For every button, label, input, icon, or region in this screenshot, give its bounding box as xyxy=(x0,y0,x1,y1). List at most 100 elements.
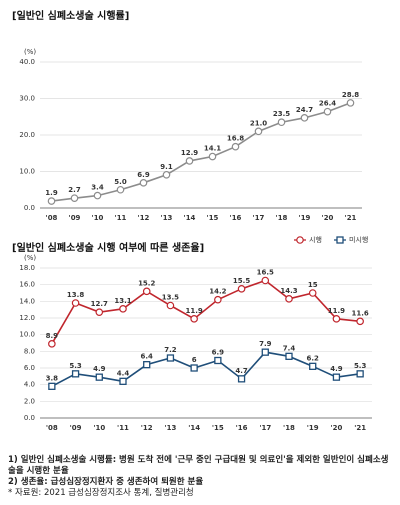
point xyxy=(285,352,293,360)
point xyxy=(143,361,151,369)
value-label: 8.9 xyxy=(46,332,59,340)
value-label: 12.7 xyxy=(91,300,108,308)
point xyxy=(346,99,355,107)
value-label: 6.2 xyxy=(307,354,320,362)
value-label: 4.9 xyxy=(330,365,343,373)
value-label: 4.7 xyxy=(235,367,248,375)
point xyxy=(166,301,175,310)
value-label: 26.4 xyxy=(319,100,336,108)
charts: [일반인 심폐소생술 시행률] (%) 0.0 10.0 20.0 30.0 40.0 '08… xyxy=(12,9,372,432)
point xyxy=(119,377,127,385)
y-unit: (%) xyxy=(24,254,36,262)
value-label: 11.9 xyxy=(186,307,203,315)
value-label: 14.3 xyxy=(280,287,297,295)
point xyxy=(231,142,240,151)
y-tick-label: 10.0 xyxy=(19,168,35,176)
x-tick-label: '10 xyxy=(92,214,104,222)
x-tick-label: '12 xyxy=(141,424,153,432)
value-label: 1.9 xyxy=(45,189,58,197)
x-tick-label: '21 xyxy=(354,424,366,432)
x-tick-label: '08 xyxy=(46,424,58,432)
value-label: 9.1 xyxy=(160,163,173,171)
line xyxy=(51,351,361,388)
value-label: 13.8 xyxy=(67,291,84,299)
point xyxy=(308,289,317,297)
value-label: 6.9 xyxy=(212,349,225,357)
point xyxy=(119,305,127,313)
point xyxy=(190,315,198,323)
footnote: 1) 일반인 심폐소생술 시행률: 병원 도착 전에 '근무 중인 구급대원 및… xyxy=(8,455,389,476)
point xyxy=(261,276,270,285)
y-unit: (%) xyxy=(24,48,36,56)
point xyxy=(190,364,198,372)
point xyxy=(277,118,286,127)
value-label: 5.3 xyxy=(69,362,82,370)
y-tick-label: 18.0 xyxy=(19,264,35,272)
value-label: 16.5 xyxy=(257,269,274,277)
point xyxy=(332,315,341,323)
y-tick-label: 6.0 xyxy=(24,364,35,372)
y-tick-label: 14.0 xyxy=(19,297,35,305)
point xyxy=(71,370,80,378)
value-label: 3.4 xyxy=(91,184,104,192)
point xyxy=(208,152,217,161)
legend-marker xyxy=(296,236,304,244)
value-label: 24.7 xyxy=(296,106,313,114)
legend-marker xyxy=(336,236,344,244)
x-tick-label: '11 xyxy=(117,424,129,432)
point xyxy=(95,373,103,381)
chart-title: [일반인 심폐소생술 시행률] xyxy=(12,9,129,22)
source-note: * 자료원: 2021 급성심장정지조사 통계, 질병관리청 xyxy=(8,488,194,498)
point xyxy=(309,362,317,370)
x-tick-label: '16 xyxy=(230,214,242,222)
value-label: 7.2 xyxy=(164,346,177,354)
point xyxy=(356,317,364,326)
value-label: 6.4 xyxy=(141,353,154,361)
x-tick-label: '20 xyxy=(322,214,334,222)
point xyxy=(93,191,102,200)
x-tick-label: '12 xyxy=(138,214,150,222)
value-label: 4.9 xyxy=(93,365,106,373)
x-tick-label: '10 xyxy=(93,424,105,432)
x-tick-label: '15 xyxy=(207,214,219,222)
line xyxy=(51,279,361,345)
x-tick-label: '18 xyxy=(276,214,288,222)
value-label: 15.5 xyxy=(233,277,250,285)
value-label: 23.5 xyxy=(273,110,290,118)
value-label: 2.7 xyxy=(68,186,81,194)
point xyxy=(214,356,222,365)
legend-label: 미시행 xyxy=(349,235,368,244)
y-tick-label: 12.0 xyxy=(19,314,35,322)
point xyxy=(356,370,364,378)
point xyxy=(70,194,79,202)
x-tick-label: '08 xyxy=(46,214,58,222)
value-label: 7.4 xyxy=(283,344,296,352)
value-label: 15.2 xyxy=(138,279,155,287)
footnote: 2) 생존율: 급성심장정지환자 중 생존하여 퇴원한 분율 xyxy=(8,477,204,487)
value-label: 6.9 xyxy=(137,171,150,179)
chart-title: [일반인 심폐소생술 시행 여부에 따른 생존율] xyxy=(12,241,204,254)
point xyxy=(332,373,341,381)
value-label: 21.0 xyxy=(250,119,267,127)
value-label: 6 xyxy=(192,356,197,364)
value-label: 14.2 xyxy=(209,288,226,296)
value-label: 11.6 xyxy=(352,309,369,317)
x-tick-label: '16 xyxy=(236,424,248,432)
point xyxy=(47,197,56,205)
point xyxy=(214,295,222,304)
footnotes: 1) 일반인 심폐소생술 시행률: 병원 도착 전에 '근무 중인 구급대원 및… xyxy=(8,455,393,499)
y-tick-label: 4.0 xyxy=(24,381,35,389)
y-tick-label: 16.0 xyxy=(19,281,35,289)
x-tick-label: '19 xyxy=(307,424,319,432)
value-label: 28.8 xyxy=(342,91,359,99)
point xyxy=(139,179,148,187)
value-label: 12.9 xyxy=(181,149,198,157)
value-label: 7.9 xyxy=(259,340,272,348)
value-label: 5.0 xyxy=(114,178,127,186)
legend-label: 시행 xyxy=(309,235,322,244)
y-tick-label: 8.0 xyxy=(24,347,35,355)
line xyxy=(51,102,351,202)
point xyxy=(95,308,104,316)
value-label: 5.3 xyxy=(354,362,367,370)
